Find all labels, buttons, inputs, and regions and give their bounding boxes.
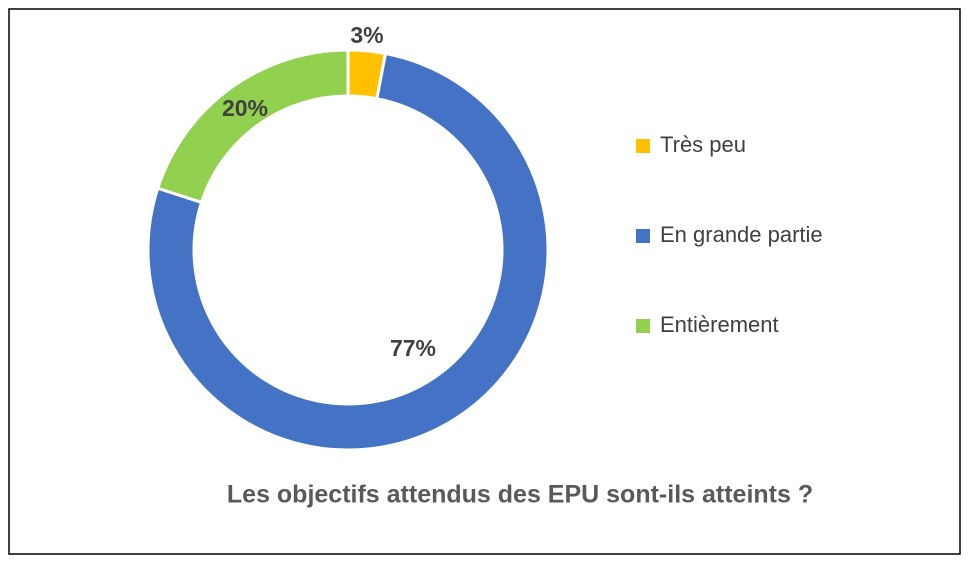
legend-swatch [636, 139, 650, 153]
data-label: 77% [390, 335, 436, 361]
legend-label: Très peu [660, 132, 746, 157]
legend-swatch [636, 229, 650, 243]
legend-label: Entièrement [660, 312, 779, 337]
legend-label: En grande partie [660, 222, 823, 247]
data-label: 20% [222, 95, 268, 121]
data-label: 3% [350, 22, 383, 48]
legend-swatch [636, 319, 650, 333]
donut-segment [146, 51, 550, 452]
chart-title: Les objectifs attendus des EPU sont-ils … [227, 481, 813, 509]
donut-segment [155, 48, 350, 205]
